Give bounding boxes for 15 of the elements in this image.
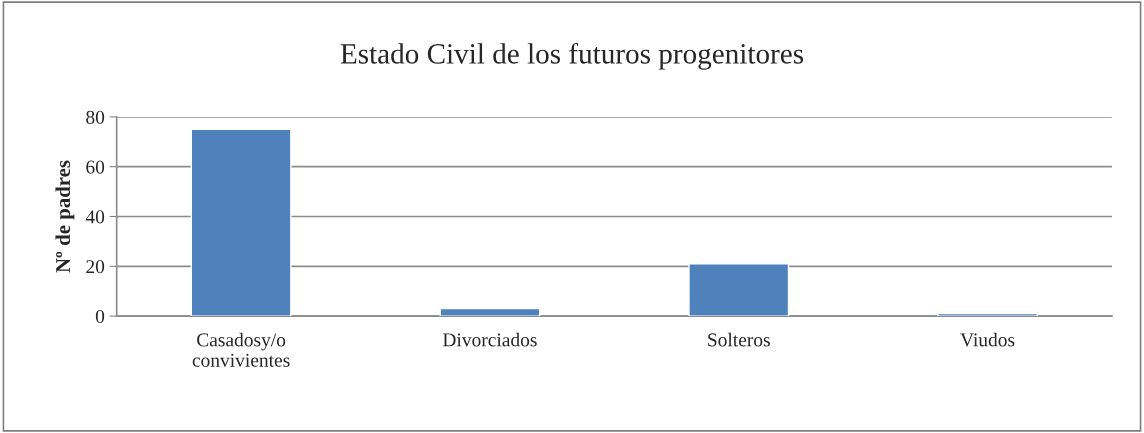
bar [688,263,790,317]
y-tick-label: 0 [95,309,105,324]
y-tick-label: 40 [85,210,105,224]
chart-title: Estado Civil de los futuros progenitores [340,42,804,70]
x-tick-label: Solteros [708,332,770,347]
x-tick-label: Divorciados [442,332,537,347]
y-tick-label: 60 [86,160,105,174]
bar [190,128,292,317]
y-tick-label: 20 [86,260,105,274]
bar [439,307,541,317]
x-tick-label: Casadosy/o convivientes [192,332,290,367]
y-axis-title: Nº de padres [55,160,75,273]
x-tick-label: Viudos [960,332,1015,347]
y-tick-label: 80 [86,110,105,124]
bar [937,312,1039,317]
